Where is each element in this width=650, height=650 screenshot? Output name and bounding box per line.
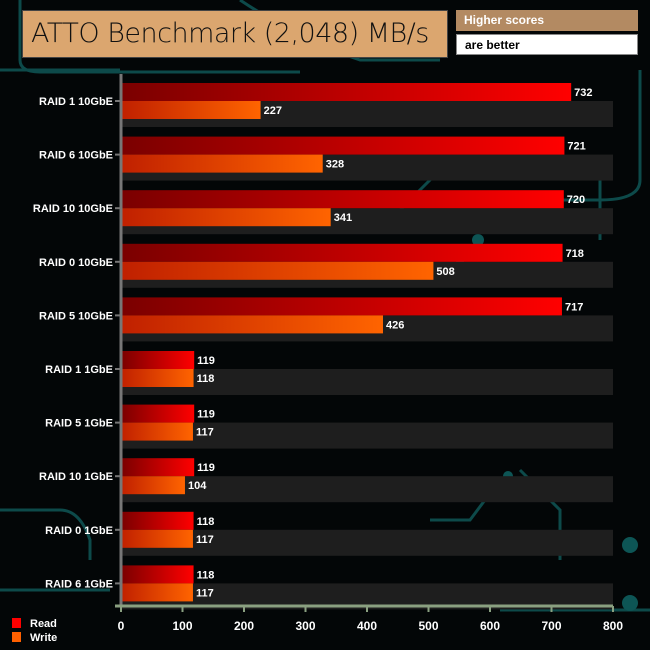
category-label: RAID 1 1GbE	[45, 364, 113, 376]
legend-label: Write	[30, 632, 57, 644]
x-tick-label: 500	[418, 619, 438, 633]
bar-read	[121, 351, 195, 369]
row-background	[121, 369, 613, 395]
category-label: RAID 0 1GbE	[45, 525, 113, 537]
bar-write	[121, 529, 193, 548]
x-tick-label: 200	[234, 619, 254, 633]
data-label: 718	[566, 248, 584, 260]
data-label: 732	[574, 87, 592, 99]
legend-label: Read	[30, 618, 57, 630]
note-are-better: are better	[456, 34, 638, 55]
data-label: 117	[196, 534, 214, 546]
data-label: 720	[567, 194, 585, 206]
data-label: 721	[567, 141, 585, 153]
bar-read	[121, 511, 194, 530]
bar-read	[121, 136, 565, 155]
note-higher-scores: Higher scores	[456, 10, 638, 31]
data-label: 119	[197, 355, 215, 367]
bar-read	[121, 458, 195, 477]
category-label: RAID 5 10GbE	[39, 310, 113, 322]
category-label: RAID 10 10GbE	[33, 203, 113, 215]
bar-write	[121, 208, 331, 227]
data-label: 104	[188, 480, 207, 492]
row-background	[121, 476, 613, 503]
bar-read	[121, 83, 572, 101]
data-label: 118	[197, 373, 215, 385]
row-background	[121, 529, 613, 556]
bar-write	[121, 422, 193, 441]
data-label: 508	[436, 266, 454, 278]
chart-title: ATTO Benchmark (2,048) MB/s	[31, 18, 429, 49]
data-label: 117	[196, 427, 214, 439]
data-label: 328	[326, 159, 344, 171]
bar-read	[121, 243, 563, 262]
bar-write	[121, 154, 323, 173]
category-label: RAID 5 1GbE	[45, 418, 113, 430]
bar-write	[121, 261, 434, 280]
data-label: 118	[197, 569, 215, 581]
legend-swatch-read	[12, 618, 21, 628]
x-tick-label: 300	[295, 619, 315, 633]
category-label: RAID 6 10GbE	[39, 150, 113, 162]
x-tick-label: 400	[357, 619, 377, 633]
data-label: 341	[334, 212, 352, 224]
data-label: 119	[197, 409, 215, 421]
data-label: 117	[196, 587, 214, 599]
data-label: 227	[264, 105, 282, 117]
legend-swatch-write	[12, 632, 21, 642]
bar-write	[121, 583, 193, 602]
data-label: 118	[197, 516, 215, 528]
x-tick-label: 700	[541, 619, 561, 633]
category-label: RAID 10 1GbE	[39, 471, 113, 483]
bar-read	[121, 297, 562, 316]
title-box: ATTO Benchmark (2,048) MB/s	[22, 10, 448, 58]
x-tick-label: 600	[480, 619, 500, 633]
bar-write	[121, 315, 383, 334]
category-label: RAID 0 10GbE	[39, 257, 113, 269]
bar-write	[121, 369, 194, 387]
bar-read	[121, 404, 195, 423]
x-tick-label: 0	[118, 619, 125, 633]
bar-read	[121, 565, 194, 584]
bar-write	[121, 476, 185, 495]
row-background	[121, 422, 613, 449]
x-tick-label: 800	[603, 619, 623, 633]
category-label: RAID 1 10GbE	[39, 96, 113, 108]
category-label: RAID 6 1GbE	[45, 578, 113, 590]
data-label: 119	[197, 462, 215, 474]
data-label: 426	[386, 319, 404, 331]
data-label: 717	[565, 301, 583, 313]
bar-write	[121, 101, 261, 119]
x-tick-label: 100	[172, 619, 192, 633]
bar-read	[121, 190, 564, 209]
